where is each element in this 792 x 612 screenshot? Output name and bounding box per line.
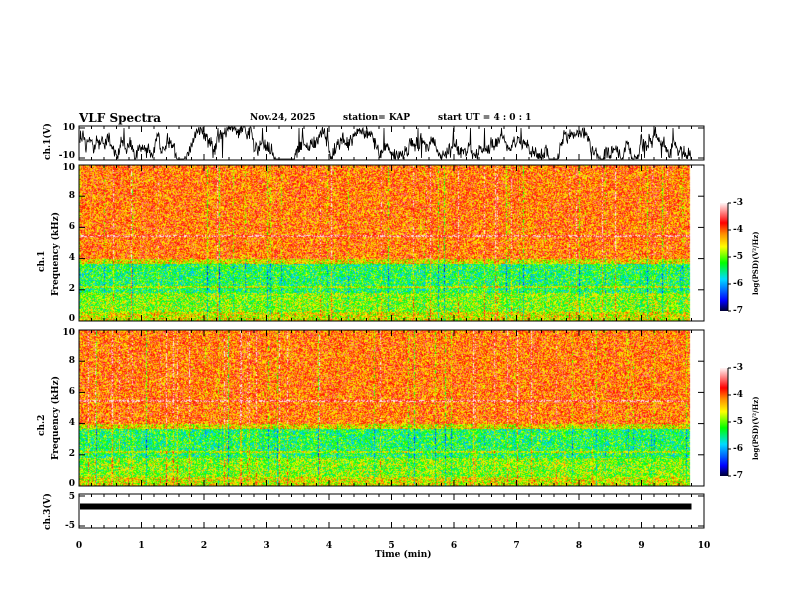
colorbar-tick-label: -5 xyxy=(733,251,743,262)
x-tick-label: 5 xyxy=(388,540,395,551)
ch1-waveform-line xyxy=(79,125,692,161)
y-tick-label: -10 xyxy=(58,150,75,161)
x-tick-label: 7 xyxy=(513,540,520,551)
panel-frame xyxy=(78,329,705,487)
y-tick-label: 2 xyxy=(68,284,75,295)
ch3-waveform-line xyxy=(80,503,692,510)
x-tick-label: 1 xyxy=(138,540,145,551)
ch1-spectrogram xyxy=(79,165,692,321)
x-tick-label: 3 xyxy=(263,540,270,551)
colorbar-tick-label: -5 xyxy=(733,416,743,427)
y-tick-label: 8 xyxy=(68,355,75,366)
y-tick-label: 10 xyxy=(62,162,75,173)
colorbar-tick-label: -3 xyxy=(733,362,743,373)
colorbar-tick-label: -6 xyxy=(733,443,743,454)
y-tick-label: 4 xyxy=(68,253,75,264)
y-tick-label: 10 xyxy=(62,327,75,338)
colorbar-tick-label: -3 xyxy=(733,197,743,208)
x-tick-label: 8 xyxy=(575,540,583,551)
station-label: station= KAP xyxy=(343,113,411,123)
y-tick-label: 0 xyxy=(68,313,75,324)
x-axis-label: Time (min) xyxy=(375,550,432,560)
ch2-colorbar xyxy=(720,368,728,476)
y-tick-label: -5 xyxy=(65,520,75,531)
ch2-spectrogram xyxy=(79,330,692,486)
y-tick-label: 10 xyxy=(62,122,75,133)
date-label: Nov.24, 2025 xyxy=(250,113,316,123)
colorbar-tick-label: -6 xyxy=(733,278,743,289)
y-tick-label: 6 xyxy=(68,221,75,232)
y-tick-label: 6 xyxy=(68,386,75,397)
ch1-colorbar xyxy=(720,203,728,311)
y-tick-label: 5 xyxy=(68,491,75,502)
x-tick-label: 2 xyxy=(200,540,208,551)
x-tick-label: 0 xyxy=(75,540,83,551)
colorbar-label: log(PSD)(V²/Hz) xyxy=(751,231,760,295)
y-tick-label: 4 xyxy=(68,418,75,429)
x-tick-label: 9 xyxy=(638,540,645,551)
panel-frame xyxy=(78,164,705,322)
x-tick-label: 4 xyxy=(325,540,333,551)
x-tick-label: 10 xyxy=(697,540,711,551)
x-tick-label: 6 xyxy=(450,540,458,551)
start-time-label: start UT = 4 : 0 : 1 xyxy=(438,113,532,123)
colorbar-label: log(PSD)(V²/Hz) xyxy=(751,396,760,460)
colorbar-tick-label: -7 xyxy=(733,470,743,481)
chart-title: VLF Spectra xyxy=(79,111,162,125)
colorbar-tick-label: -4 xyxy=(733,224,743,235)
y-tick-label: 8 xyxy=(68,190,75,201)
y-tick-label: 2 xyxy=(68,449,75,460)
y-tick-label: 0 xyxy=(68,478,75,489)
colorbar-tick-label: -4 xyxy=(733,389,743,400)
colorbar-tick-label: -7 xyxy=(733,305,743,316)
